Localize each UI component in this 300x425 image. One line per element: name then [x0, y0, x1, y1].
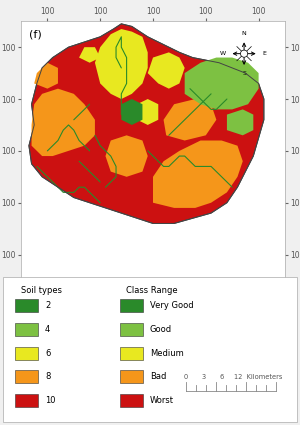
Bar — [120, 347, 142, 360]
Text: S: S — [242, 71, 246, 76]
Text: 4: 4 — [45, 325, 50, 334]
Bar — [15, 394, 38, 407]
Text: E: E — [262, 51, 266, 56]
Polygon shape — [148, 52, 185, 89]
Polygon shape — [227, 109, 253, 135]
Polygon shape — [164, 99, 216, 141]
Text: Bad: Bad — [150, 372, 166, 381]
Text: N: N — [242, 31, 247, 36]
Polygon shape — [32, 89, 95, 156]
Text: 2: 2 — [45, 301, 50, 310]
Polygon shape — [79, 47, 100, 63]
Polygon shape — [34, 63, 58, 89]
Polygon shape — [29, 24, 264, 224]
Text: Class Range: Class Range — [126, 286, 178, 295]
Text: 8: 8 — [45, 372, 50, 381]
Polygon shape — [121, 99, 142, 125]
Bar — [15, 299, 38, 312]
Bar — [15, 347, 38, 360]
Text: 10: 10 — [45, 396, 56, 405]
Text: 6: 6 — [220, 374, 224, 380]
Polygon shape — [185, 57, 259, 109]
Text: 3: 3 — [202, 374, 206, 380]
Text: Soil types: Soil types — [21, 286, 62, 295]
Polygon shape — [137, 99, 158, 125]
Bar — [120, 370, 142, 383]
Text: 0: 0 — [184, 374, 188, 380]
Polygon shape — [106, 135, 148, 177]
Text: 6: 6 — [45, 348, 50, 357]
Text: Good: Good — [150, 325, 172, 334]
Polygon shape — [95, 29, 148, 99]
Bar — [120, 299, 142, 312]
Polygon shape — [153, 141, 243, 208]
Bar — [15, 370, 38, 383]
Bar — [120, 394, 142, 407]
Text: Very Good: Very Good — [150, 301, 194, 310]
Bar — [15, 323, 38, 336]
Text: Worst: Worst — [150, 396, 174, 405]
Text: 12  Kilometers: 12 Kilometers — [234, 374, 282, 380]
Text: W: W — [220, 51, 226, 56]
Circle shape — [241, 50, 248, 57]
Text: (f): (f) — [29, 29, 42, 39]
Bar — [120, 323, 142, 336]
Text: Medium: Medium — [150, 348, 184, 357]
